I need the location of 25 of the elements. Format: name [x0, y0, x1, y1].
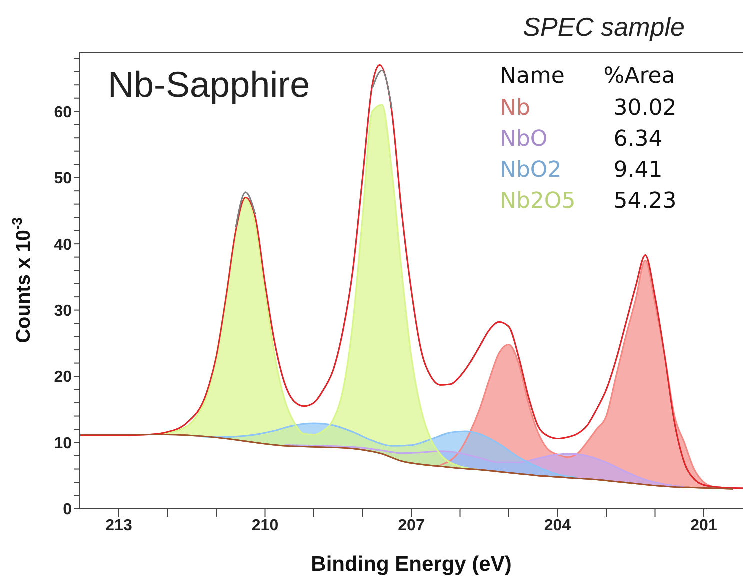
annotation: 9.41 [612, 157, 664, 185]
x-tick-label: 213 [106, 517, 132, 534]
x-tick-label: 204 [544, 517, 572, 534]
text: NbO [499, 126, 549, 154]
x-axis-title: Binding Energy (eV) [311, 553, 512, 576]
chart-title: SPEC sample [523, 12, 685, 43]
y-tick-label: 50 [54, 170, 72, 188]
chart-subtitle: Nb-Sapphire [108, 64, 310, 106]
x-tick-label: 207 [398, 517, 425, 534]
text: Nb2O5 [499, 188, 577, 216]
legend-title: Name [499, 63, 566, 91]
annotation: 30.02 [612, 95, 678, 123]
text: NbO2 [499, 157, 563, 185]
x-tick-label: 210 [252, 517, 279, 534]
y-tick-label: 0 [63, 502, 72, 519]
y-tick-label: 30 [54, 302, 72, 320]
y-tick-label: 40 [54, 236, 72, 254]
y-tick-label: 60 [54, 104, 72, 122]
annotation: 6.34 [612, 126, 664, 154]
x-tick-label: 201 [690, 517, 718, 534]
y-tick-label: 20 [54, 369, 72, 386]
y-tick-label: 10 [54, 435, 72, 452]
text: Nb [499, 95, 532, 123]
annotation: %Area [602, 63, 676, 91]
annotation: 54.23 [612, 188, 678, 216]
